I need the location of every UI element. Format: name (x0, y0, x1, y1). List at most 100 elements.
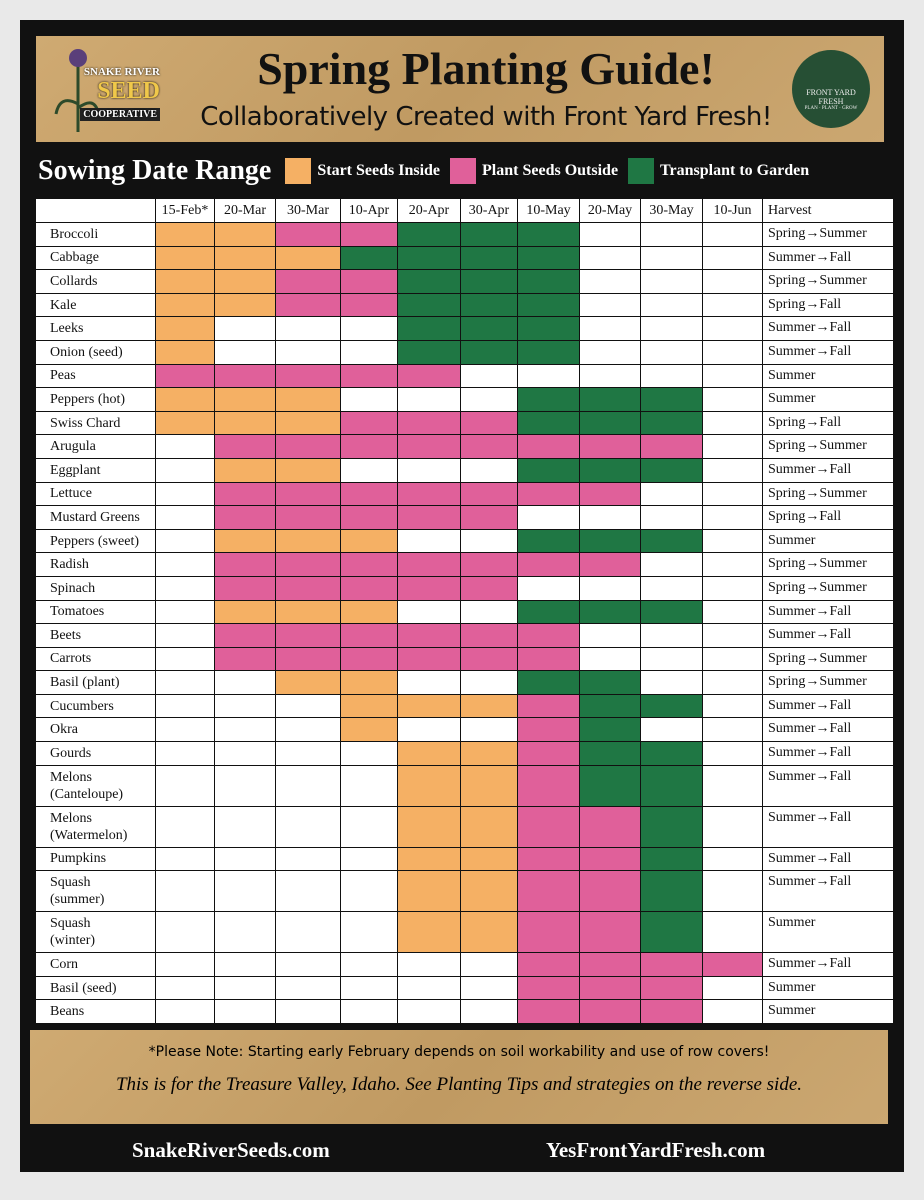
schedule-cell (579, 599, 641, 625)
schedule-cell (640, 870, 703, 913)
crop-row: Okra Summer→Fall (35, 717, 894, 743)
schedule-cell (397, 999, 461, 1025)
schedule-cell (340, 316, 398, 341)
schedule-cell (397, 670, 461, 695)
crop-row: Spinach Spring→Summer (35, 575, 894, 601)
schedule-cell (340, 481, 398, 507)
schedule-cell (460, 269, 518, 294)
schedule-cell (155, 670, 215, 695)
legend-label: Transplant to Garden (660, 162, 810, 179)
schedule-cell (579, 693, 641, 719)
schedule-cell (340, 975, 398, 1001)
schedule-cell (640, 646, 703, 672)
schedule-cell (340, 269, 398, 294)
logo-line: PLAN · PLANT · GROW (804, 106, 858, 111)
corner-cell (35, 198, 156, 223)
schedule-cell (702, 363, 763, 389)
logo-line: FRESH (818, 97, 844, 106)
schedule-cell (702, 764, 763, 807)
crop-name: Radish (35, 552, 156, 577)
schedule-cell (214, 975, 276, 1001)
schedule-cell (579, 870, 641, 913)
schedule-cell (155, 717, 215, 743)
crop-name: Cabbage (35, 245, 156, 271)
harvest: Spring→Summer (762, 434, 894, 459)
schedule-cell (397, 575, 461, 601)
schedule-cell (517, 269, 580, 294)
harvest: Summer→Fall (762, 623, 894, 648)
schedule-cell (579, 339, 641, 365)
schedule-cell (460, 911, 518, 954)
schedule-cell (155, 292, 215, 318)
schedule-cell (397, 552, 461, 577)
schedule-cell (517, 245, 580, 271)
crop-row: Lettuce Spring→Summer (35, 481, 894, 507)
crop-name: Tomatoes (35, 599, 156, 625)
schedule-cell (460, 805, 518, 848)
schedule-cell (460, 528, 518, 554)
schedule-cell (275, 693, 341, 719)
schedule-cell (640, 599, 703, 625)
schedule-cell (579, 805, 641, 848)
schedule-cell (397, 269, 461, 294)
schedule-cell (640, 269, 703, 294)
crop-row: Beets Summer→Fall (35, 623, 894, 648)
schedule-cell (640, 292, 703, 318)
schedule-cell (460, 999, 518, 1025)
schedule-cell (579, 434, 641, 459)
schedule-cell (340, 623, 398, 648)
schedule-cell (155, 952, 215, 977)
crop-row: Tomatoes Summer→Fall (35, 599, 894, 625)
planting-table: 15-Feb* 20-Mar 30-Mar 10-Apr 20-Apr 30-Apr 10-… (35, 198, 894, 1025)
harvest: Summer→Fall (762, 846, 894, 872)
schedule-cell (155, 646, 215, 672)
crop-row: Melons (Canteloupe) Summer→Fall (35, 764, 894, 807)
schedule-cell (155, 764, 215, 807)
schedule-cell (214, 481, 276, 507)
crop-row: Kale Spring→Fall (35, 292, 894, 318)
schedule-cell (275, 599, 341, 625)
crop-name: Corn (35, 952, 156, 977)
schedule-cell (460, 952, 518, 977)
schedule-cell (460, 481, 518, 507)
schedule-cell (275, 410, 341, 436)
crop-row: Peas Summer (35, 363, 894, 389)
schedule-cell (155, 434, 215, 459)
schedule-cell (579, 410, 641, 436)
schedule-cell (640, 575, 703, 601)
schedule-cell (275, 481, 341, 507)
schedule-cell (460, 646, 518, 672)
schedule-cell (579, 717, 641, 743)
logo-plant (54, 49, 100, 132)
schedule-cell (340, 457, 398, 483)
schedule-cell (275, 911, 341, 954)
schedule-cell (214, 245, 276, 271)
schedule-cell (214, 387, 276, 412)
schedule-cell (517, 846, 580, 872)
schedule-cell (340, 952, 398, 977)
schedule-cell (640, 911, 703, 954)
schedule-cell (460, 316, 518, 341)
schedule-cell (275, 646, 341, 672)
schedule-cell (460, 623, 518, 648)
harvest: Summer→Fall (762, 599, 894, 625)
schedule-cell (397, 245, 461, 271)
schedule-cell (397, 846, 461, 872)
schedule-cell (214, 363, 276, 389)
schedule-cell (214, 292, 276, 318)
schedule-cell (214, 846, 276, 872)
harvest: Summer (762, 999, 894, 1025)
schedule-cell (702, 457, 763, 483)
schedule-cell (517, 457, 580, 483)
schedule-cell (517, 741, 580, 766)
schedule-cell (275, 975, 341, 1001)
schedule-cell (460, 410, 518, 436)
schedule-cell (579, 245, 641, 271)
schedule-cell (460, 870, 518, 913)
schedule-cell (275, 387, 341, 412)
schedule-cell (517, 552, 580, 577)
schedule-cell (214, 717, 276, 743)
schedule-cell (214, 952, 276, 977)
schedule-cell (640, 528, 703, 554)
logo-line: COOPERATIVE (80, 108, 160, 121)
